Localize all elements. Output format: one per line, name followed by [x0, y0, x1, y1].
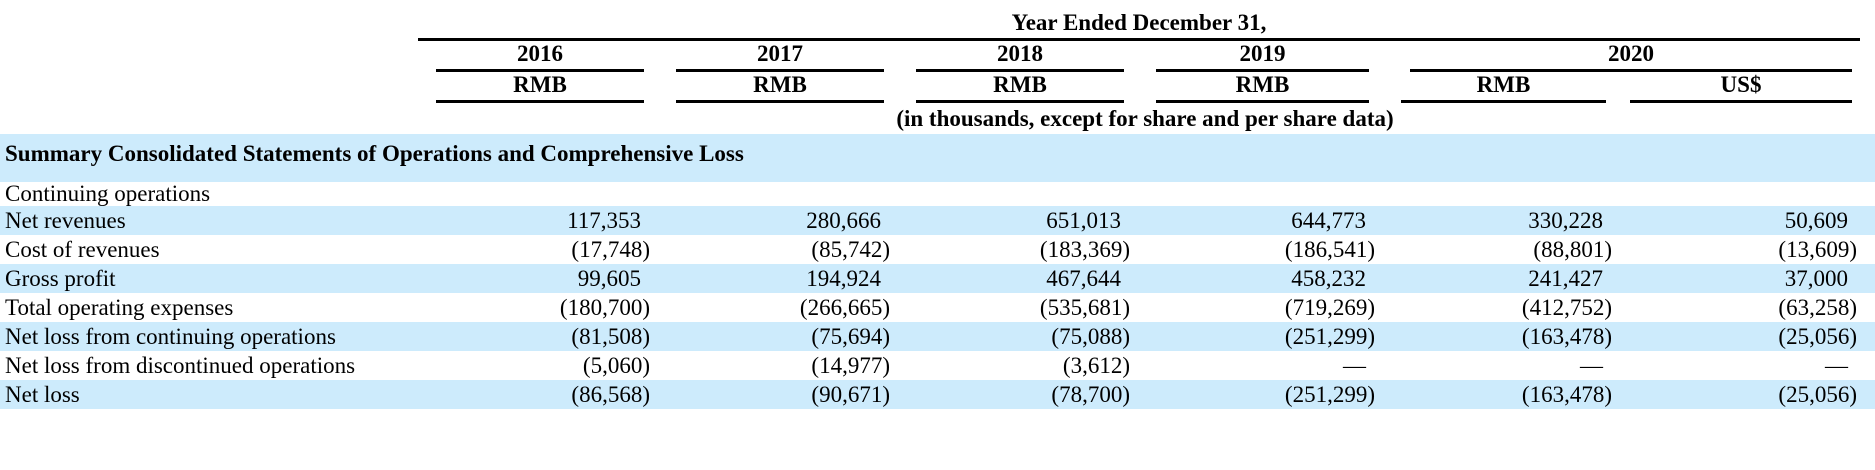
- value-cell: —: [1343, 353, 1366, 378]
- period-header-cell: Year Ended December 31,: [415, 0, 1875, 41]
- currency-header-usd: US$: [1617, 72, 1862, 103]
- table-row-cost-of-revenues: Cost of revenues (17,748) (85,742) (183,…: [0, 235, 1875, 264]
- currency-header: RMB: [655, 72, 895, 103]
- currency-header: RMB: [1380, 72, 1617, 103]
- table-row-gross-profit: Gross profit 99,605 194,924 467,644 458,…: [0, 264, 1875, 293]
- spacer-cell: [1862, 380, 1875, 409]
- row-label: Net loss from continuing operations: [5, 324, 336, 349]
- section-title-row: Summary Consolidated Statements of Opera…: [0, 134, 1875, 182]
- value-cell: (13,609): [1778, 237, 1857, 262]
- financial-table: Year Ended December 31, 2016 2017 2018 2…: [0, 0, 1875, 409]
- value-cell: (535,681): [1039, 295, 1130, 320]
- year-column-header-2019: 2019: [1135, 41, 1380, 72]
- row-label: Cost of revenues: [5, 237, 160, 262]
- spacer-cell: [0, 0, 415, 41]
- value-cell: (251,299): [1284, 382, 1375, 407]
- value-cell: 644,773: [1291, 208, 1366, 233]
- value-cell: (183,369): [1039, 237, 1130, 262]
- year-column-header-2017: 2017: [655, 41, 895, 72]
- value-cell: —: [1825, 353, 1848, 378]
- period-title: Year Ended December 31,: [418, 10, 1861, 41]
- currency-header-row: RMB RMB RMB RMB RMB US$: [0, 72, 1875, 103]
- year-column-header-2018: 2018: [895, 41, 1135, 72]
- value-cell: (78,700): [1051, 382, 1130, 407]
- value-cell: (412,752): [1521, 295, 1612, 320]
- table-row-total-operating-expenses: Total operating expenses (180,700) (266,…: [0, 293, 1875, 322]
- value-cell: 37,000: [1784, 266, 1848, 291]
- value-cell: (163,478): [1521, 324, 1612, 349]
- year-column-header-2016: 2016: [415, 41, 655, 72]
- spacer-cell: [1862, 72, 1875, 103]
- currency-header: RMB: [1135, 72, 1380, 103]
- spacer-cell: [1862, 41, 1875, 72]
- row-label: Net revenues: [5, 208, 126, 233]
- value-cell: 50,609: [1784, 208, 1848, 233]
- spacer-cell: [1862, 206, 1875, 235]
- currency-header: RMB: [415, 72, 655, 103]
- row-label: Net loss from discontinued operations: [5, 353, 356, 378]
- value-cell: 241,427: [1528, 266, 1603, 291]
- value-cell: (163,478): [1521, 382, 1612, 407]
- value-cell: 280,666: [806, 208, 881, 233]
- table-row-net-revenues: Net revenues 117,353 280,666 651,013 644…: [0, 206, 1875, 235]
- spacer-cell: [1862, 293, 1875, 322]
- subsection-label: Continuing operations: [5, 181, 211, 206]
- table-row-net-loss-continuing: Net loss from continuing operations (81,…: [0, 322, 1875, 351]
- spacer-cell: [0, 72, 415, 103]
- value-cell: (90,671): [811, 382, 890, 407]
- value-cell: (75,088): [1051, 324, 1130, 349]
- spacer-cell: [0, 41, 415, 72]
- value-cell: (25,056): [1778, 324, 1857, 349]
- value-cell: (186,541): [1284, 237, 1375, 262]
- row-label: Gross profit: [5, 266, 116, 291]
- units-note-row: (in thousands, except for share and per …: [0, 103, 1875, 134]
- subsection-row: Continuing operations: [0, 182, 1875, 206]
- year-header-row: 2016 2017 2018 2019 2020: [0, 41, 1875, 72]
- value-cell: (75,694): [811, 324, 890, 349]
- value-cell: (81,508): [571, 324, 650, 349]
- value-cell: (25,056): [1778, 382, 1857, 407]
- currency-header: RMB: [895, 72, 1135, 103]
- value-cell: (86,568): [571, 382, 650, 407]
- value-cell: (180,700): [559, 295, 650, 320]
- value-cell: (5,060): [582, 353, 650, 378]
- value-cell: (719,269): [1284, 295, 1375, 320]
- value-cell: 651,013: [1046, 208, 1121, 233]
- value-cell: (14,977): [811, 353, 890, 378]
- table-row-net-loss: Net loss (86,568) (90,671) (78,700) (251…: [0, 380, 1875, 409]
- table-row-net-loss-discontinued: Net loss from discontinued operations (5…: [0, 351, 1875, 380]
- spacer-cell: [1862, 351, 1875, 380]
- value-cell: 117,353: [567, 208, 641, 233]
- value-cell: 330,228: [1528, 208, 1603, 233]
- row-label: Total operating expenses: [5, 295, 234, 320]
- value-cell: (266,665): [799, 295, 890, 320]
- value-cell: (3,612): [1062, 353, 1130, 378]
- spacer-cell: [1862, 264, 1875, 293]
- value-cell: —: [1580, 353, 1603, 378]
- value-cell: 458,232: [1291, 266, 1366, 291]
- value-cell: 467,644: [1046, 266, 1121, 291]
- value-cell: (17,748): [571, 237, 650, 262]
- value-cell: 194,924: [806, 266, 881, 291]
- spacer-cell: [1862, 322, 1875, 351]
- section-title: Summary Consolidated Statements of Opera…: [5, 141, 744, 166]
- row-label: Net loss: [5, 382, 80, 407]
- value-cell: 99,605: [577, 266, 641, 291]
- value-cell: (251,299): [1284, 324, 1375, 349]
- value-cell: (88,801): [1533, 237, 1612, 262]
- spacer-cell: [1862, 235, 1875, 264]
- spacer-cell: [0, 103, 415, 134]
- value-cell: (63,258): [1778, 295, 1857, 320]
- year-column-header-2020: 2020: [1380, 41, 1862, 72]
- units-note: (in thousands, except for share and per …: [896, 106, 1394, 131]
- section-title-cell: Summary Consolidated Statements of Opera…: [0, 134, 1875, 182]
- value-cell: (85,742): [811, 237, 890, 262]
- period-header-row: Year Ended December 31,: [0, 0, 1875, 41]
